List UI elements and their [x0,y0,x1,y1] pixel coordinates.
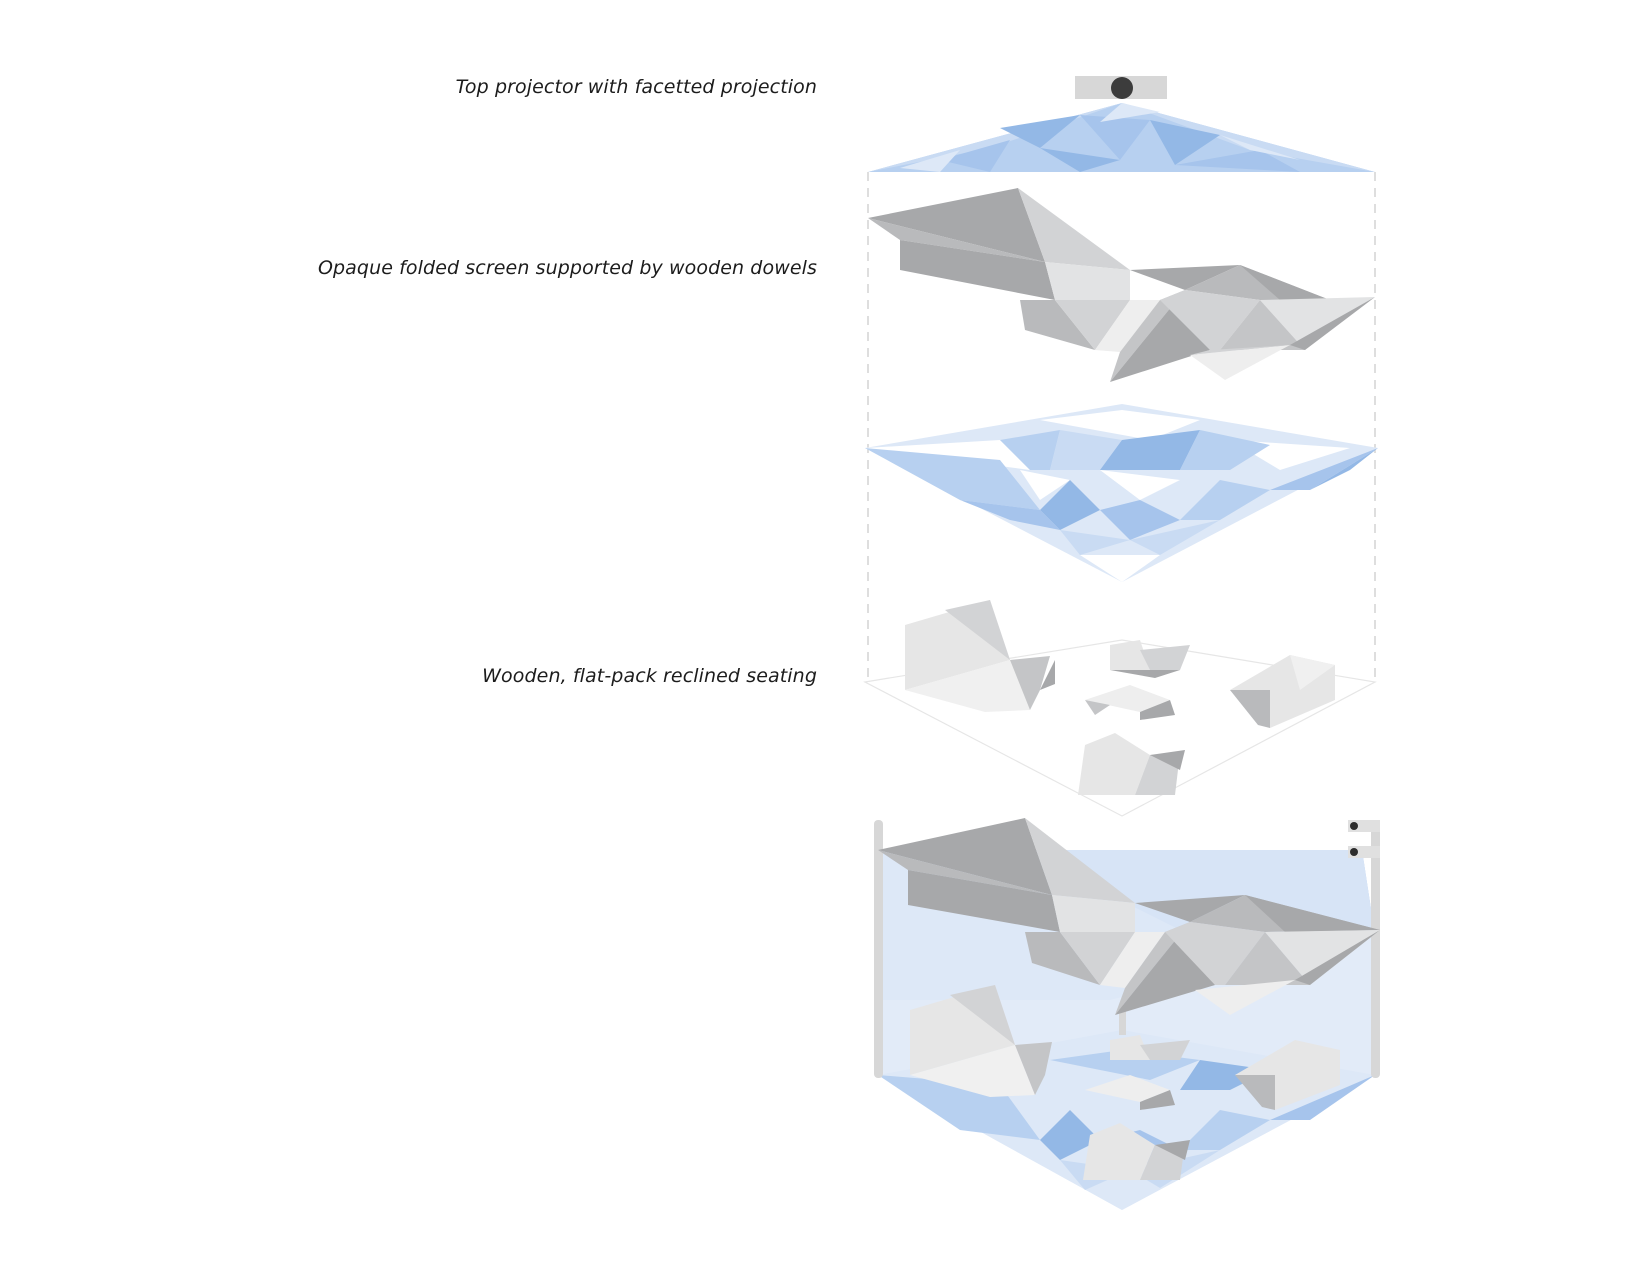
seat-small-center [1110,640,1190,678]
seat-large-left [905,600,1055,712]
seat-small-mid [1085,685,1175,720]
folded-screen-layer [868,188,1375,382]
seating-layer [863,600,1377,817]
projected-floor-layer [865,404,1378,582]
assembled-layer [874,818,1380,1210]
seating-label: Wooden, flat-pack reclined seating [482,665,817,687]
guide-lines [867,172,1376,682]
assembled-screen [878,818,1380,1015]
projector-label: Top projector with facetted projection [455,76,817,98]
assembled-seating [910,985,1340,1180]
seat-right [1230,655,1335,728]
projector-icon [1075,76,1167,99]
projection-cone [868,103,1375,172]
screen-label: Opaque folded screen supported by wooden… [317,257,817,279]
projector-layer [868,76,1375,172]
seat-bottom [1078,733,1185,795]
wooden-dowels [874,820,1380,1078]
side-projectors [1348,820,1380,858]
